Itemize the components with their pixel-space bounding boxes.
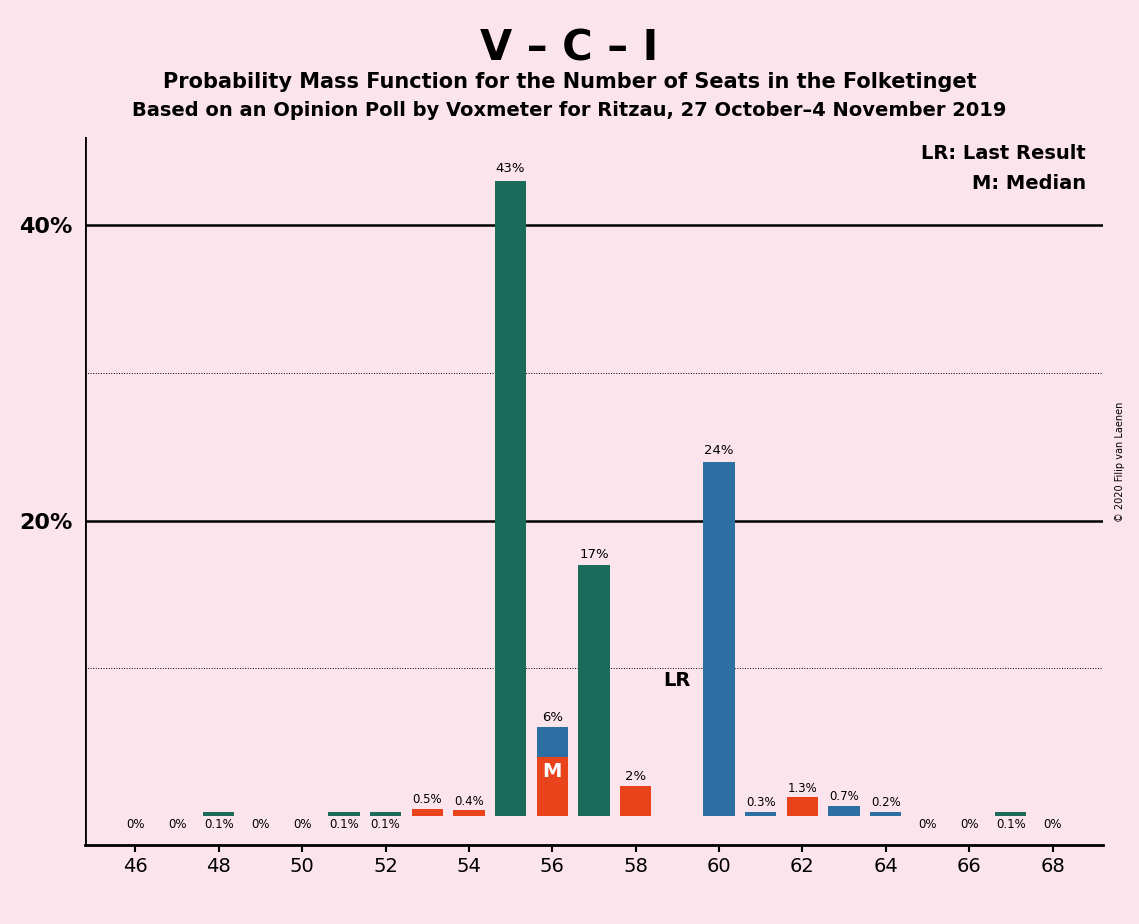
Text: © 2020 Filip van Laenen: © 2020 Filip van Laenen (1115, 402, 1124, 522)
Text: 43%: 43% (495, 162, 525, 176)
Bar (203, 811, 235, 816)
Text: 0.2%: 0.2% (871, 796, 901, 809)
Text: 0.1%: 0.1% (329, 818, 359, 832)
Text: 0%: 0% (918, 818, 936, 832)
Bar (411, 808, 443, 816)
Text: 0.7%: 0.7% (829, 790, 859, 803)
Text: 0.3%: 0.3% (746, 796, 776, 809)
Bar (995, 811, 1026, 816)
Bar (495, 181, 526, 816)
Text: Probability Mass Function for the Number of Seats in the Folketinget: Probability Mass Function for the Number… (163, 72, 976, 92)
Text: 0.1%: 0.1% (995, 818, 1026, 832)
Bar (453, 810, 484, 816)
Bar (536, 727, 568, 816)
Text: 17%: 17% (579, 548, 609, 561)
Text: 0.1%: 0.1% (204, 818, 233, 832)
Bar (536, 757, 568, 816)
Bar (704, 462, 735, 816)
Text: 0.5%: 0.5% (412, 794, 442, 807)
Bar (411, 808, 443, 816)
Text: V – C – I: V – C – I (481, 28, 658, 69)
Text: 1.3%: 1.3% (787, 782, 818, 795)
Bar (787, 796, 818, 816)
Text: LR: LR (664, 672, 691, 690)
Bar (745, 811, 777, 816)
Text: 0%: 0% (960, 818, 978, 832)
Text: 0.1%: 0.1% (370, 818, 401, 832)
Bar (453, 810, 484, 816)
Text: M: Median: M: Median (972, 174, 1085, 193)
Bar (370, 811, 401, 816)
Text: 0%: 0% (126, 818, 145, 832)
Bar (870, 811, 901, 816)
Text: 0%: 0% (293, 818, 311, 832)
Text: 0%: 0% (252, 818, 270, 832)
Text: LR: Last Result: LR: Last Result (921, 144, 1085, 164)
Text: 6%: 6% (542, 711, 563, 724)
Text: 0.4%: 0.4% (454, 795, 484, 808)
Text: 24%: 24% (704, 444, 734, 457)
Bar (620, 786, 652, 816)
Text: 4%: 4% (542, 741, 563, 754)
Text: M: M (542, 762, 562, 781)
Bar (328, 811, 360, 816)
Text: 2%: 2% (625, 771, 646, 784)
Text: 0%: 0% (167, 818, 187, 832)
Bar (828, 806, 860, 816)
Text: 0%: 0% (1043, 818, 1062, 832)
Text: Based on an Opinion Poll by Voxmeter for Ritzau, 27 October–4 November 2019: Based on an Opinion Poll by Voxmeter for… (132, 101, 1007, 120)
Bar (579, 565, 609, 816)
